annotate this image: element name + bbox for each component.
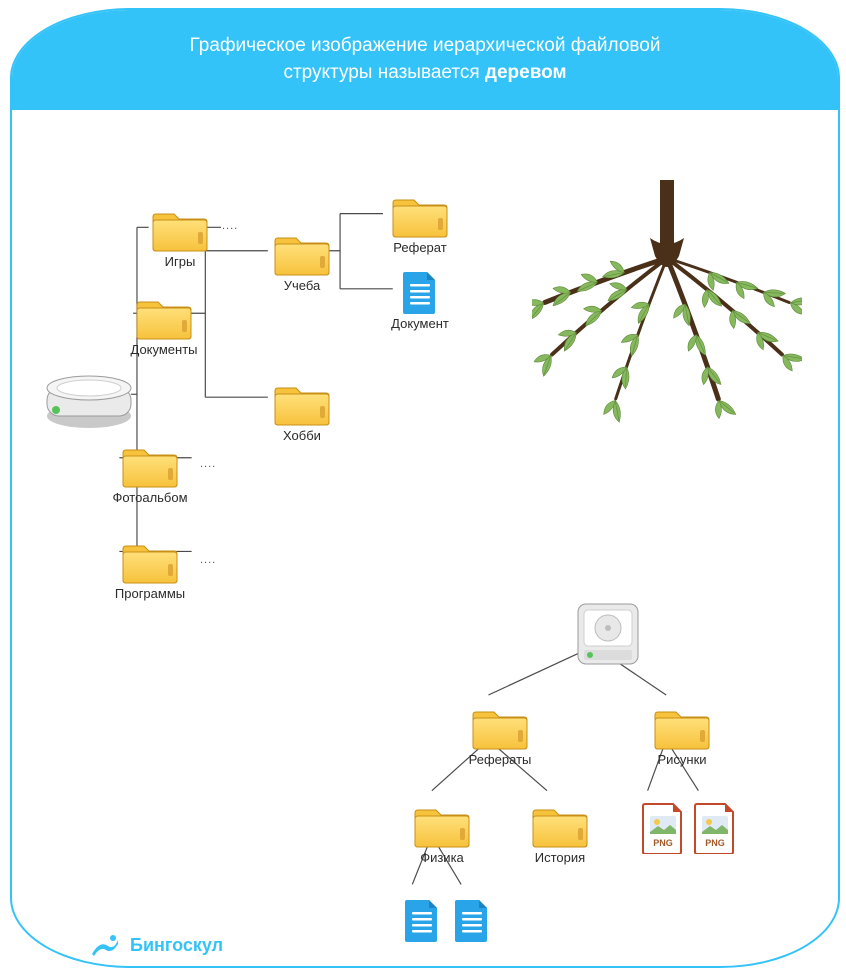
document-icon	[404, 898, 440, 942]
label-docs: Документы	[131, 342, 198, 357]
folder-icon: Учеба	[274, 230, 330, 293]
label-photo: Фотоальбом	[112, 490, 187, 505]
folder-icon: Программы	[122, 538, 178, 601]
folder-icon: Реферат	[392, 192, 448, 255]
ellipsis: ....	[200, 554, 216, 566]
ellipsis: ....	[222, 220, 238, 232]
label-referaty: Рефераты	[469, 752, 532, 767]
label-fizika: Физика	[420, 850, 464, 865]
label-games: Игры	[165, 254, 196, 269]
ellipsis: ....	[200, 458, 216, 470]
brand-label: Бингоскул	[130, 935, 223, 956]
label-istoria: История	[535, 850, 585, 865]
brand: Бингоскул	[88, 930, 223, 960]
folder-icon: История	[532, 802, 588, 865]
label-referat: Реферат	[393, 240, 446, 255]
png-file-icon: PNG	[642, 802, 684, 854]
brand-icon	[88, 930, 122, 960]
label-document: Документ	[391, 316, 449, 331]
label-study: Учеба	[284, 278, 321, 293]
document-icon: Документ	[402, 270, 438, 331]
label-risunki: Рисунки	[657, 752, 706, 767]
hard-drive-icon	[572, 600, 644, 670]
folder-icon: Рефераты	[472, 704, 528, 767]
label-hobby: Хобби	[283, 428, 321, 443]
label-programs: Программы	[115, 586, 185, 601]
folder-icon: Игры	[152, 206, 208, 269]
document-icon	[454, 898, 490, 942]
folder-icon: Физика	[414, 802, 470, 865]
infographic-card: Графическое изображение иерархической фа…	[10, 8, 840, 968]
folder-icon: Рисунки	[654, 704, 710, 767]
png-file-icon: PNG	[694, 802, 736, 854]
tree-roots-illustration	[532, 180, 802, 480]
folder-icon: Хобби	[274, 380, 330, 443]
folder-icon: Документы	[136, 294, 192, 357]
folder-icon: Фотоальбом	[122, 442, 178, 505]
hard-drive-icon	[44, 370, 134, 430]
